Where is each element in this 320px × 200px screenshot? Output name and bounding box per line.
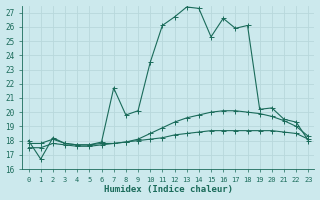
X-axis label: Humidex (Indice chaleur): Humidex (Indice chaleur) xyxy=(104,185,233,194)
